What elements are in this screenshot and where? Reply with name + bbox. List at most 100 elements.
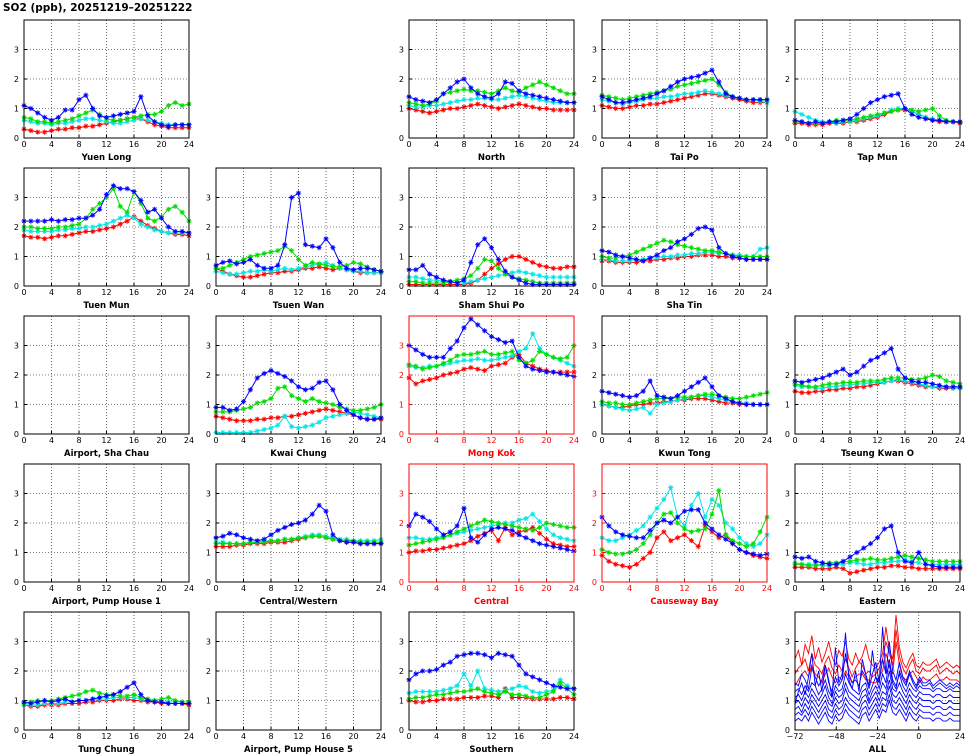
data-point — [295, 384, 302, 390]
panel-title: Airport, Sha Chau — [64, 449, 149, 459]
x-tick-label: 16 — [321, 436, 331, 445]
data-point — [76, 225, 82, 232]
data-point — [516, 517, 522, 523]
data-point — [895, 375, 901, 381]
data-point — [433, 354, 440, 360]
data-point — [76, 700, 82, 707]
series-kwai-chung-1 — [213, 384, 384, 415]
data-point — [868, 561, 874, 567]
data-point — [316, 245, 322, 251]
data-point — [337, 409, 343, 415]
panel-frame — [408, 611, 575, 731]
data-point — [117, 203, 123, 209]
x-tick-label: 0 — [21, 584, 26, 593]
y-tick-label: 2 — [592, 75, 597, 84]
data-point — [461, 277, 467, 283]
data-point — [316, 502, 322, 508]
data-point — [530, 259, 536, 265]
x-tick-label: 8 — [654, 140, 659, 149]
data-point — [268, 396, 274, 402]
data-point — [103, 119, 110, 125]
data-point — [881, 94, 887, 100]
data-point — [840, 566, 846, 572]
data-point — [364, 406, 370, 412]
x-tick-label: 20 — [734, 436, 744, 445]
x-tick-label: 4 — [627, 436, 632, 445]
data-point — [158, 228, 165, 235]
panel-title: Airport, Pump House 5 — [244, 745, 353, 755]
data-point — [668, 538, 674, 544]
data-point — [502, 689, 508, 695]
data-point — [268, 532, 274, 538]
y-tick-label: 1 — [399, 401, 404, 410]
data-point — [461, 652, 467, 658]
data-point — [488, 687, 495, 693]
data-point — [475, 88, 481, 94]
y-tick-label: 3 — [785, 342, 790, 351]
data-point — [874, 378, 881, 384]
data-point — [626, 104, 633, 110]
data-point — [936, 564, 942, 570]
data-point — [564, 372, 570, 378]
data-point — [364, 541, 370, 547]
data-point — [550, 544, 556, 550]
data-point — [502, 256, 508, 263]
data-point — [413, 699, 419, 705]
data-point — [757, 253, 763, 260]
data-point — [468, 650, 474, 656]
data-point — [620, 393, 626, 399]
x-tick-label: 8 — [268, 436, 273, 445]
data-point — [620, 551, 626, 557]
panel-frame — [23, 315, 190, 435]
data-point — [420, 548, 426, 554]
data-point — [76, 125, 82, 131]
data-point — [550, 97, 556, 103]
data-point — [523, 671, 529, 677]
data-point — [847, 570, 853, 576]
data-point — [35, 699, 41, 705]
data-point — [488, 690, 495, 696]
x-tick-label: 4 — [820, 436, 825, 445]
data-point — [640, 388, 646, 394]
x-tick-label: 12 — [872, 140, 882, 149]
data-point — [613, 252, 619, 258]
data-point — [323, 400, 329, 406]
series-all-0 — [794, 698, 960, 726]
data-point — [543, 696, 550, 702]
data-point — [557, 694, 563, 701]
y-tick-label: 3 — [785, 46, 790, 55]
data-point — [261, 370, 267, 377]
data-point — [488, 258, 495, 264]
data-point — [179, 228, 185, 235]
data-point — [840, 382, 846, 388]
data-point — [35, 129, 41, 135]
data-point — [482, 276, 488, 282]
data-point — [55, 218, 61, 224]
data-point — [633, 259, 639, 265]
data-point — [509, 686, 515, 692]
data-point — [165, 206, 171, 212]
data-point — [888, 345, 894, 352]
data-point — [488, 265, 495, 271]
x-tick-label: 8 — [847, 140, 852, 149]
data-point — [330, 264, 336, 270]
data-point — [447, 696, 453, 702]
data-point — [716, 79, 722, 85]
series-sham-shui-po-0 — [406, 236, 577, 288]
data-point — [447, 100, 453, 106]
x-tick-label: 8 — [461, 140, 466, 149]
data-point — [868, 378, 874, 384]
x-tick-label: 20 — [734, 140, 744, 149]
data-point — [826, 381, 832, 387]
data-point — [427, 100, 433, 106]
data-point — [709, 397, 715, 403]
data-point — [364, 416, 370, 422]
data-point — [220, 544, 226, 550]
data-point — [681, 252, 688, 258]
data-point — [550, 281, 556, 288]
data-point — [854, 549, 860, 556]
data-point — [103, 221, 110, 227]
data-point — [916, 566, 922, 572]
